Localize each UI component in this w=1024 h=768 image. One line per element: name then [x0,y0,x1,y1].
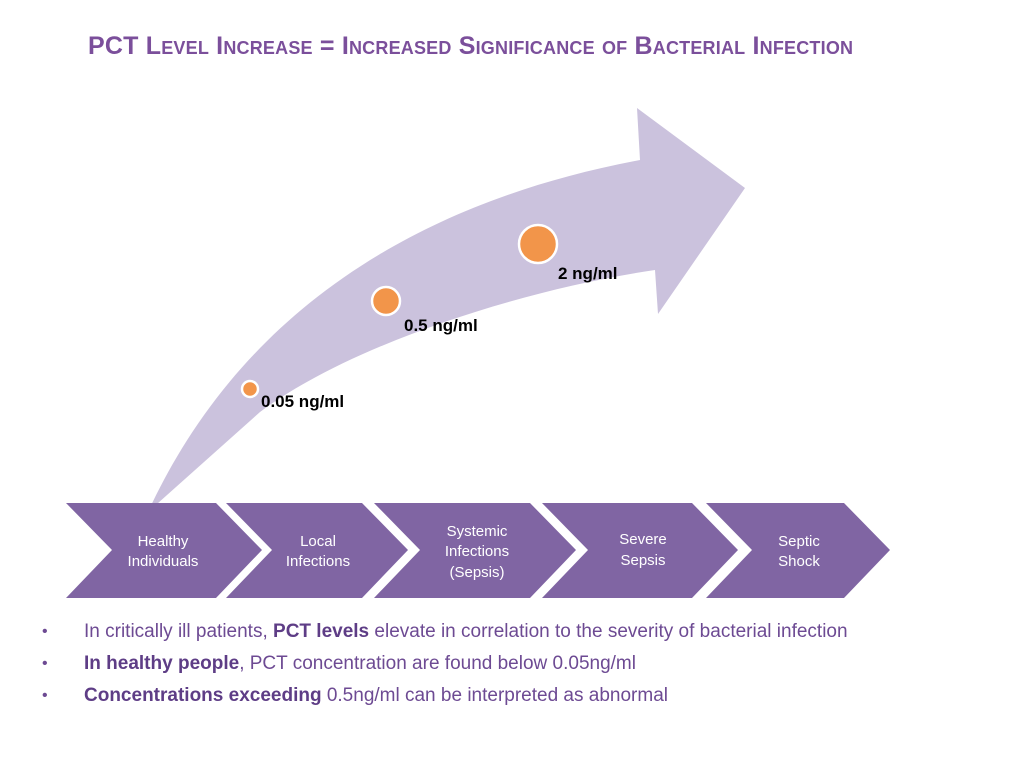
stage-label-severe-2: Sepsis [620,552,665,569]
stage-label-healthy-1: Healthy [138,533,189,550]
bullet-text: elevate in correlation to the severity o… [369,621,848,642]
bullet-list: • In critically ill patients, PCT levels … [40,619,940,715]
stage-chevron-local [226,503,408,598]
marker-label-0.5: 0.5 ng/ml [404,316,478,335]
stage-label-local-1: Local [300,533,336,550]
marker-0.5 [370,285,402,317]
stage-label-healthy-2: Individuals [128,553,199,570]
slide-title: PCT Level Increase = Increased Significa… [88,32,854,60]
bullet-item: • In healthy people, PCT concentration ar… [40,651,940,676]
marker-label-2: 2 ng/ml [558,264,618,283]
bullet-bold-text: In healthy people [84,653,240,674]
bullet-text: 0.5ng/ml can be interpreted as abnormal [321,685,668,706]
stage-chevron-severe [542,503,738,598]
bullet-text: In critically ill patients, [84,621,274,642]
bullet-dot: • [42,655,48,672]
stage-label-septic-1: Septic [778,533,820,550]
stage-label-severe-1: Severe [619,531,667,548]
bullet-text: , PCT concentration are found below 0.05… [239,653,636,674]
marker-0.05 [240,379,260,399]
bullet-dot: • [42,687,48,704]
progression-arrow [148,108,745,512]
stage-label-systemic-1: Systemic [447,523,508,540]
stage-label-systemic-3: (Sepsis) [449,564,504,581]
stage-label-septic-2: Shock [778,553,820,570]
bullet-dot: • [42,623,48,640]
marker-label-0.05: 0.05 ng/ml [261,392,344,411]
bullet-item: • In critically ill patients, PCT levels … [40,619,940,644]
bullet-bold-text: PCT levels [273,621,370,642]
stage-label-local-2: Infections [286,553,350,570]
stage-chevron-septic [706,503,890,598]
stage-label-systemic-2: Infections [445,543,509,560]
bullet-bold-text: Concentrations exceeding [84,685,322,706]
bullet-item: • Concentrations exceeding 0.5ng/ml can b… [40,683,940,708]
marker-2 [517,223,559,265]
stage-chevrons [66,503,890,598]
stage-chevron-healthy [66,503,262,598]
stage-chevron-systemic [374,503,576,598]
